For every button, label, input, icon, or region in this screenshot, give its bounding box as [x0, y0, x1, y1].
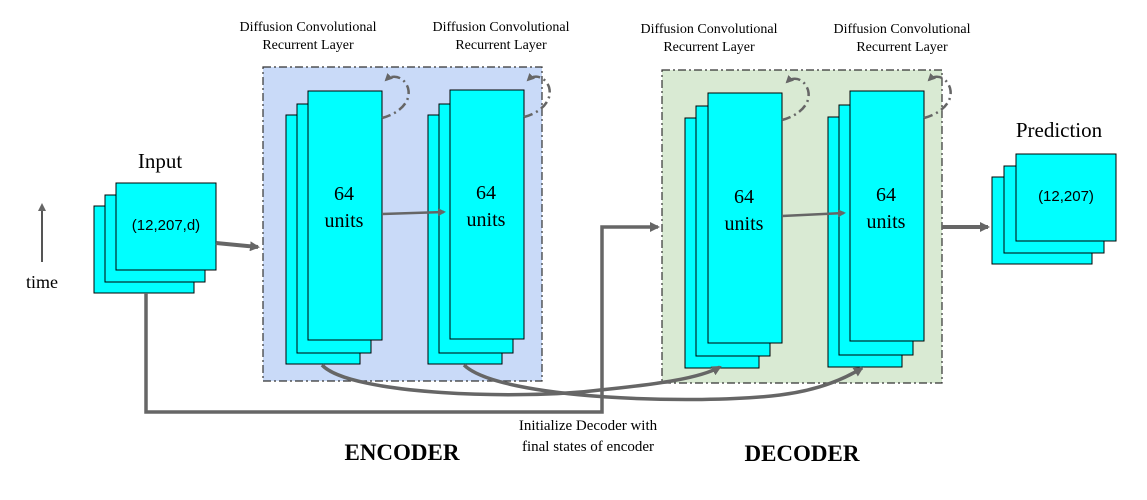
layer-title-line2: Recurrent Layer: [663, 40, 755, 55]
rnn-cell: [707, 92, 783, 344]
init-note-line1: Initialize Decoder with: [519, 418, 658, 434]
recurrent-loop-icon: [523, 72, 551, 119]
units-number: 64: [334, 183, 354, 205]
units-word: units: [467, 209, 506, 231]
layer-title-line1: Diffusion Convolutional: [239, 20, 376, 35]
input-tensor: [115, 182, 217, 271]
encoder-layer-1: Diffusion Convolutional Recurrent Layer …: [239, 20, 410, 365]
encoder-layer-arrow: [381, 208, 446, 217]
decoder-layer-2: Diffusion Convolutional Recurrent Layer …: [827, 22, 971, 368]
input-to-decoder-connector: [144, 222, 660, 414]
rnn-cell: [307, 90, 383, 341]
time-label: time: [26, 272, 58, 292]
prediction-title: Prediction: [1016, 118, 1103, 142]
layer-title-line2: Recurrent Layer: [262, 38, 354, 53]
encoder-layer-2: Diffusion Convolutional Recurrent Layer …: [427, 20, 570, 365]
input-shape-label: (12,207,d): [132, 217, 200, 234]
units-word: units: [867, 211, 906, 233]
layer-title-line1: Diffusion Convolutional: [432, 20, 569, 35]
recurrent-loop-icon: [781, 74, 810, 122]
units-number: 64: [734, 186, 754, 208]
layer-title-line1: Diffusion Convolutional: [640, 22, 777, 37]
units-number: 64: [476, 182, 496, 204]
encoder-state-to-decoder-2: [462, 363, 864, 402]
rnn-cell: [449, 89, 525, 340]
decoder-layer-1: Diffusion Convolutional Recurrent Layer …: [640, 22, 810, 369]
recurrent-loop-icon: [381, 72, 410, 120]
layer-title-line2: Recurrent Layer: [856, 40, 948, 55]
prediction-shape-label: (12,207): [1038, 188, 1094, 205]
input-to-encoder-arrow: [215, 241, 260, 252]
prediction-tensor: [1015, 153, 1117, 242]
decoder-label: DECODER: [744, 441, 859, 466]
layer-title-line2: Recurrent Layer: [455, 38, 547, 53]
rnn-cell: [849, 90, 925, 342]
encoder-label: ENCODER: [344, 440, 459, 465]
recurrent-loop-icon: [923, 72, 952, 120]
time-axis: time: [26, 203, 58, 292]
decoder-layer-arrow: [781, 209, 846, 218]
input-block: Input (12,207,d): [93, 149, 217, 294]
init-note-line2: final states of encoder: [522, 439, 654, 455]
input-title: Input: [138, 149, 182, 173]
units-word: units: [725, 213, 764, 235]
units-word: units: [325, 210, 364, 232]
prediction-block: Prediction (12,207): [991, 118, 1117, 265]
layer-title-line1: Diffusion Convolutional: [833, 22, 970, 37]
units-number: 64: [876, 184, 896, 206]
